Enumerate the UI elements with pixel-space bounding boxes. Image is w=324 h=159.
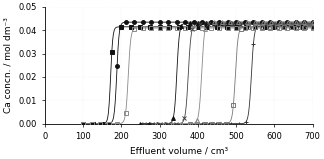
Y-axis label: Ca concn. / mol dm⁻³: Ca concn. / mol dm⁻³ [4,17,12,113]
X-axis label: Effluent volume / cm³: Effluent volume / cm³ [130,147,228,156]
